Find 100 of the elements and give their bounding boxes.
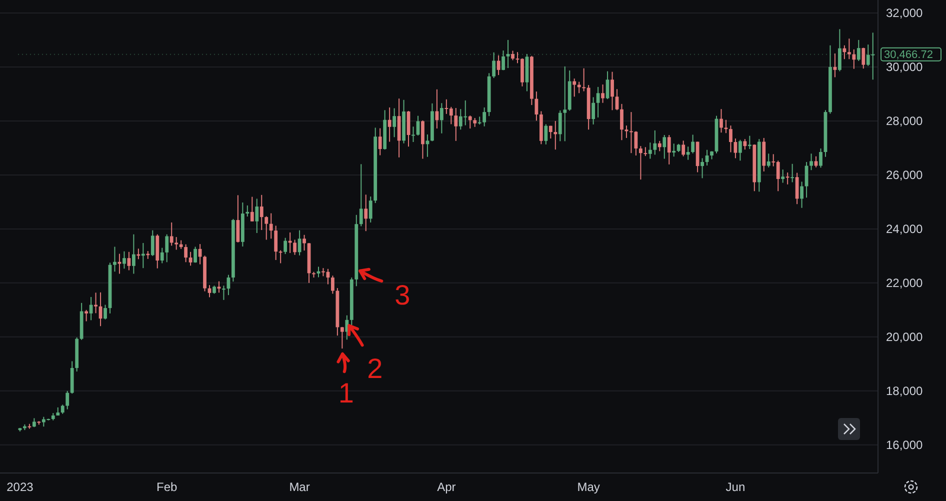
candlestick — [150, 230, 154, 256]
candlestick — [250, 196, 254, 222]
candlestick — [554, 120, 558, 150]
candlestick — [852, 48, 856, 70]
candlestick — [94, 292, 98, 314]
candlestick — [496, 54, 500, 76]
candlestick — [188, 251, 192, 266]
candlestick — [359, 164, 363, 227]
candlestick — [293, 239, 296, 256]
candlestick — [563, 66, 567, 142]
x-tick-label: Feb — [156, 480, 178, 494]
x-tick-label: Jun — [726, 480, 746, 494]
candlestick — [421, 120, 424, 160]
candlestick — [700, 158, 704, 179]
candlestick — [596, 86, 600, 118]
candlestick — [856, 39, 860, 62]
x-tick-label: Apr — [437, 480, 456, 494]
candlestick — [724, 119, 728, 134]
candlestick — [165, 234, 169, 263]
candlestick — [194, 246, 197, 264]
candlestick — [743, 138, 747, 150]
candlestick — [160, 247, 164, 264]
candlestick — [691, 134, 695, 154]
candlestick — [572, 78, 576, 98]
y-tick-label: 16,000 — [886, 438, 924, 452]
annotation: 2 — [367, 352, 383, 384]
candlestick — [127, 251, 131, 271]
candlestick — [278, 250, 282, 264]
candlestick — [790, 163, 794, 183]
y-tick-label: 30,000 — [886, 60, 924, 74]
candlestick — [440, 102, 444, 134]
candlestick — [222, 285, 226, 300]
x-tick-label: May — [577, 480, 600, 494]
candlestick — [672, 143, 676, 158]
candlestick — [378, 128, 382, 156]
candlestick — [388, 106, 392, 142]
candlestick — [492, 52, 496, 79]
candlestick — [766, 153, 770, 168]
candlestick — [800, 181, 804, 208]
candlestick — [302, 234, 306, 252]
candlestick — [738, 139, 742, 162]
candlestick — [468, 115, 472, 130]
candlestick — [482, 106, 486, 127]
candlestick — [60, 404, 64, 414]
candlestick — [435, 88, 439, 130]
candlestick — [284, 237, 288, 255]
candlestick — [720, 108, 723, 134]
x-tick-label: Mar — [289, 480, 310, 494]
candlestick — [392, 108, 396, 138]
y-tick-label: 26,000 — [886, 168, 924, 182]
candlestick — [548, 125, 552, 139]
candlestick — [269, 212, 273, 240]
candlestick — [364, 194, 368, 232]
x-tick-label: 2023 — [6, 480, 34, 494]
candlestick — [648, 142, 652, 160]
candlestick — [662, 134, 666, 160]
candlestick — [174, 236, 178, 250]
y-tick-label: 20,000 — [886, 330, 924, 344]
candlestick — [615, 88, 619, 111]
candlestick — [502, 50, 505, 71]
candlestick — [862, 47, 866, 70]
candlestick — [122, 250, 126, 270]
candlestick — [833, 52, 837, 78]
candlestick — [658, 140, 662, 152]
candlestick — [781, 169, 785, 184]
candlestick — [255, 198, 259, 234]
candlestick — [412, 126, 415, 143]
candlestick — [592, 96, 596, 125]
candlestick — [236, 194, 240, 243]
candlestick — [558, 110, 562, 142]
candlestick — [104, 304, 107, 320]
candlestick — [682, 140, 686, 157]
candlestick — [601, 84, 604, 104]
candlestick — [819, 148, 822, 168]
candlestick — [814, 156, 818, 168]
candlestick — [118, 253, 122, 274]
candlestick — [260, 194, 264, 231]
candlestick — [534, 91, 538, 122]
y-tick-label: 22,000 — [886, 276, 924, 290]
candlestick — [620, 103, 624, 141]
candlestick — [653, 130, 657, 156]
candlestick — [610, 71, 614, 111]
candlestick — [113, 246, 116, 272]
candlestick — [246, 204, 250, 218]
candlestick — [606, 70, 610, 100]
candlestick — [748, 135, 752, 150]
candlestick — [184, 244, 188, 263]
candlestick — [368, 196, 372, 223]
annotation: 3 — [394, 280, 410, 311]
candlestick — [638, 146, 642, 180]
annotation: 1 — [338, 378, 354, 409]
candlestick — [729, 125, 732, 153]
candlestick — [274, 225, 278, 260]
candlestick — [544, 124, 548, 145]
candlestick — [795, 172, 799, 205]
y-tick-label: 32,000 — [886, 6, 924, 20]
candlestick — [84, 309, 88, 322]
candlestick — [511, 50, 514, 61]
candlestick — [132, 234, 136, 274]
candlestick — [66, 390, 70, 410]
